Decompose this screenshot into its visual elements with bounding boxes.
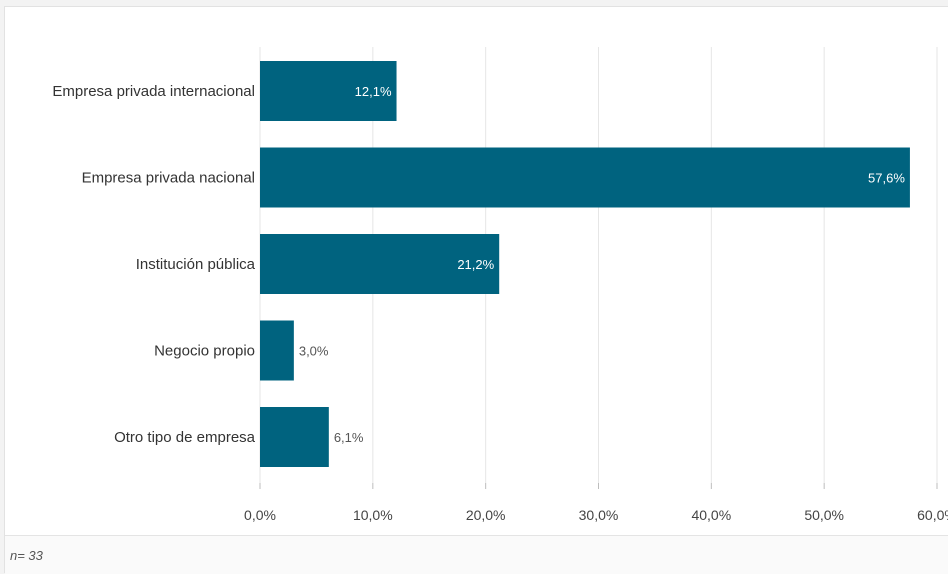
category-labels: Empresa privada internacional Empresa pri…: [52, 83, 255, 446]
x-tick-label: 20,0%: [466, 507, 506, 523]
data-label: 6,1%: [334, 430, 364, 445]
sample-size-note: n= 33: [10, 548, 43, 563]
category-label: Empresa privada nacional: [82, 170, 255, 187]
x-tick-label: 40,0%: [691, 507, 731, 523]
chart-footer: n= 33: [5, 535, 948, 574]
bar: [260, 147, 910, 208]
bar: [260, 320, 294, 381]
x-tick-label: 0,0%: [244, 507, 276, 523]
data-label: 21,2%: [457, 257, 494, 272]
bar: [260, 407, 329, 467]
bars: [260, 61, 910, 467]
x-tick-label: 10,0%: [353, 507, 393, 523]
bar-chart: Empresa privada internacional Empresa pri…: [52, 47, 948, 523]
category-label: Empresa privada internacional: [52, 83, 255, 100]
chart-card: Empresa privada internacional Empresa pri…: [4, 6, 948, 574]
x-tick-label: 60,0%: [917, 507, 948, 523]
x-tick-label: 50,0%: [804, 507, 844, 523]
data-label: 12,1%: [355, 84, 392, 99]
bar: [260, 234, 500, 294]
bar: [260, 61, 397, 121]
category-label: Otro tipo de empresa: [114, 429, 256, 446]
x-axis-ticks: 0,0% 10,0% 20,0% 30,0% 40,0% 50,0% 60,0%: [244, 483, 948, 523]
data-label: 57,6%: [868, 171, 905, 186]
category-label: Negocio propio: [154, 343, 255, 360]
value-labels: 12,1% 57,6% 21,2% 3,0% 6,1%: [299, 84, 905, 445]
category-label: Institución pública: [136, 256, 256, 273]
x-tick-label: 30,0%: [579, 507, 619, 523]
data-label: 3,0%: [299, 344, 329, 359]
